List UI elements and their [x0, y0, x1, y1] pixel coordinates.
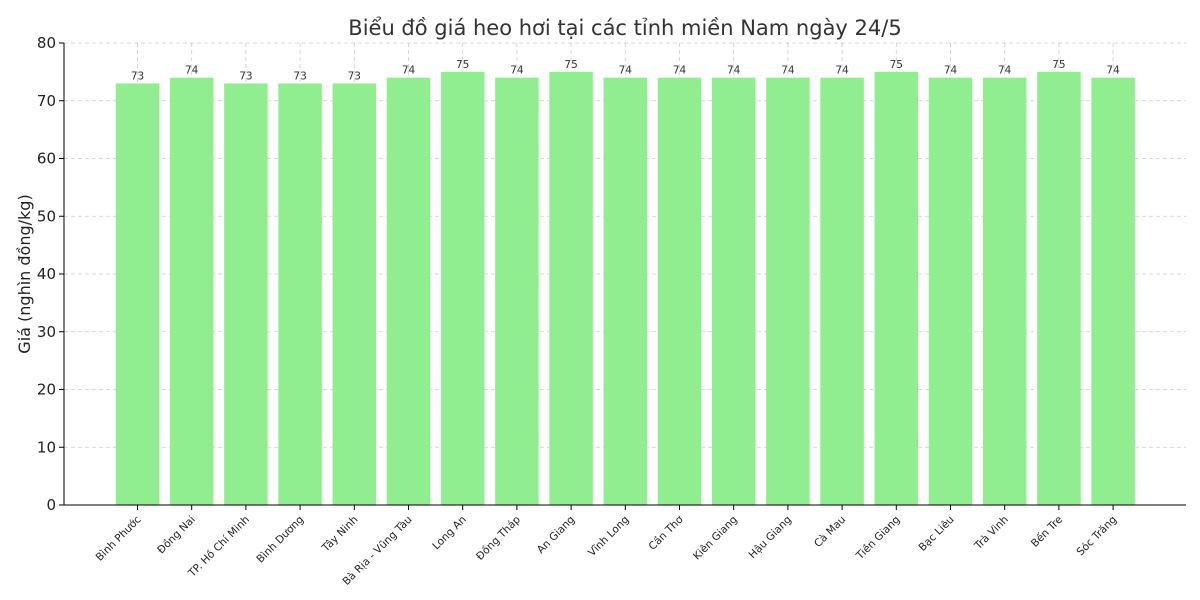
data-label: 74 — [1106, 65, 1120, 77]
bar — [440, 71, 485, 505]
data-label: 74 — [673, 65, 687, 77]
bar — [711, 77, 756, 506]
x-tick-label: Vĩnh Long — [586, 514, 631, 559]
x-tick-label: Bình Phước — [94, 513, 144, 563]
bar — [278, 83, 322, 506]
y-tick-label: 80 — [37, 34, 56, 52]
bar — [1091, 77, 1135, 506]
x-tick-label: Tiền Giang — [853, 514, 902, 563]
y-axis-label: Giá (nghìn đồng/kg) — [15, 194, 34, 353]
data-labels: 73 74 73 73 73 74 75 74 75 74 74 74 74 74 75 74 74 75 74 — [131, 59, 1120, 83]
data-label: 74 — [510, 65, 524, 77]
bar — [386, 77, 431, 506]
data-label: 74 — [185, 65, 199, 77]
bar — [332, 83, 377, 506]
data-label: 74 — [835, 65, 849, 77]
x-tick-label: Trà Vinh — [972, 514, 1011, 553]
y-tick-label: 20 — [37, 381, 56, 399]
bar — [874, 71, 919, 505]
y-tick-label: 50 — [37, 207, 56, 225]
y-tick-label: 40 — [37, 265, 56, 283]
y-ticks: 0 10 20 30 40 50 60 70 80 — [37, 34, 64, 514]
bar — [549, 71, 593, 505]
bar — [766, 77, 810, 506]
x-tick-label: Long An — [430, 514, 469, 553]
x-tick-label: An Giang — [535, 514, 577, 556]
data-label: 73 — [131, 70, 144, 82]
bar — [982, 77, 1027, 506]
y-tick-label: 0 — [46, 496, 56, 514]
x-tick-label: Cần Thơ — [647, 513, 686, 552]
data-label: 75 — [890, 59, 903, 71]
data-label: 75 — [1052, 59, 1065, 71]
bar — [115, 83, 160, 506]
bars — [115, 71, 1135, 506]
bar — [169, 77, 214, 506]
data-label: 74 — [727, 65, 741, 77]
bar — [1037, 71, 1081, 505]
bar — [603, 77, 648, 506]
bar — [928, 77, 973, 506]
data-label: 74 — [998, 65, 1012, 77]
bar — [224, 83, 268, 506]
chart-title: Biểu đồ giá heo hơi tại các tỉnh miền Na… — [348, 16, 901, 40]
x-tick-label: Hậu Giang — [747, 514, 794, 561]
y-tick-label: 10 — [37, 438, 56, 456]
bar — [820, 77, 864, 506]
data-label: 75 — [456, 59, 469, 71]
data-label: 73 — [293, 70, 306, 82]
data-label: 74 — [944, 65, 958, 77]
data-label: 73 — [348, 70, 361, 82]
x-tick-label: Bạc Liêu — [917, 514, 957, 554]
x-tick-label: Đồng Nai — [155, 514, 198, 557]
data-label: 75 — [564, 59, 577, 71]
x-tick-label: Cà Mau — [812, 514, 848, 550]
x-tick-label: Sóc Trăng — [1075, 514, 1120, 559]
data-label: 74 — [619, 65, 633, 77]
x-tick-label: Bến Tre — [1029, 514, 1065, 550]
x-tick-label: Tây Ninh — [319, 514, 360, 555]
bar — [495, 77, 539, 506]
y-tick-label: 30 — [37, 323, 56, 341]
data-label: 74 — [781, 65, 795, 77]
x-tick-label: Đồng Tháp — [474, 513, 523, 562]
y-tick-label: 60 — [37, 150, 56, 168]
bar — [657, 77, 702, 506]
data-label: 73 — [239, 70, 252, 82]
y-tick-label: 70 — [37, 92, 56, 110]
x-tick-label: Bình Dương — [254, 514, 306, 566]
x-tick-label: Kiên Giang — [691, 514, 740, 563]
data-label: 74 — [402, 65, 416, 77]
